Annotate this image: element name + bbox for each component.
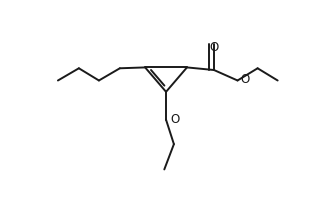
- Text: O: O: [240, 73, 249, 86]
- Text: O: O: [170, 113, 180, 126]
- Text: O: O: [209, 41, 219, 54]
